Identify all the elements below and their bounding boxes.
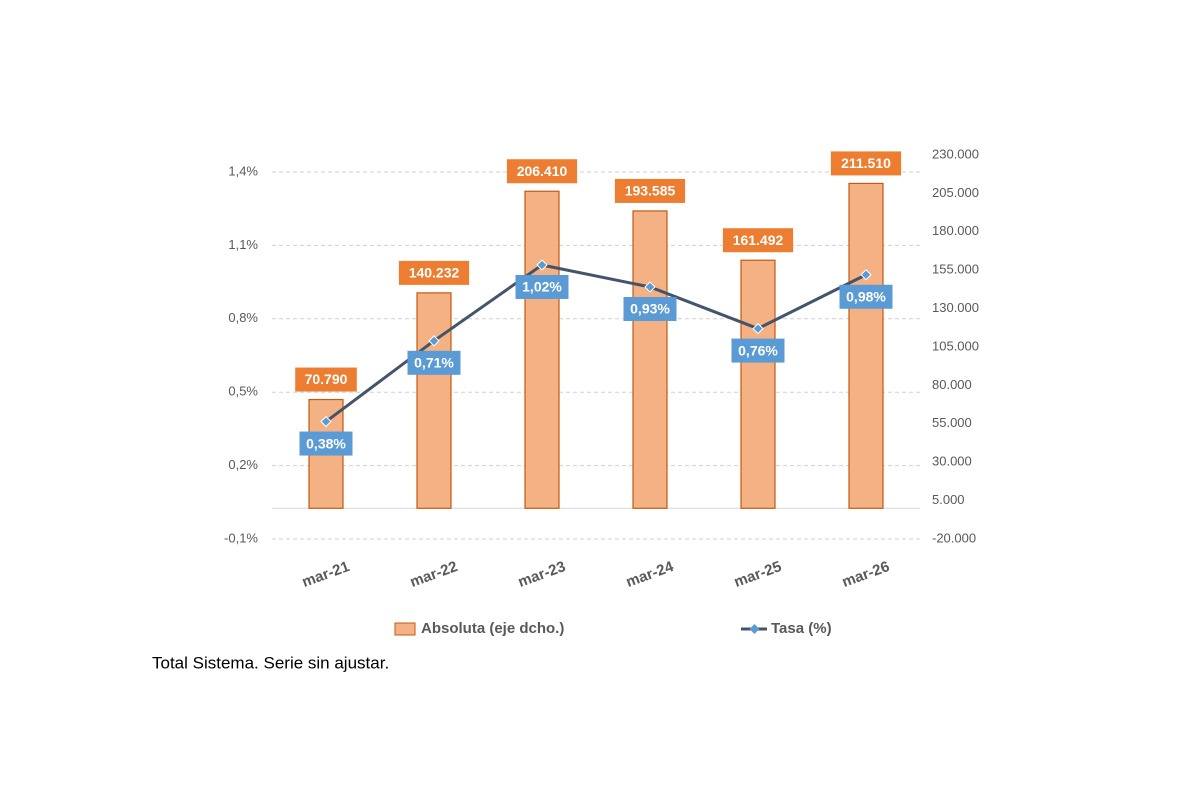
data-label-text: 206.410 xyxy=(517,163,568,179)
data-label: 0,98% xyxy=(839,284,893,309)
y2-tick-label: 180.000 xyxy=(932,223,979,238)
data-label-box xyxy=(731,338,785,363)
bar xyxy=(740,259,776,509)
y-tick-label: -0,1% xyxy=(224,530,258,545)
bar xyxy=(524,190,560,509)
y2-tick-label: 5.000 xyxy=(932,492,965,507)
data-label-text: 161.492 xyxy=(733,232,784,248)
y2-tick-label: 230.000 xyxy=(932,146,979,161)
data-label-box xyxy=(839,284,893,309)
data-label: 161.492 xyxy=(722,228,794,253)
data-label-text: 1,02% xyxy=(522,279,562,295)
y-tick-label: 0,8% xyxy=(228,310,258,325)
bar xyxy=(632,210,668,509)
y2-tick-label: 155.000 xyxy=(932,262,979,277)
data-label-text: 140.232 xyxy=(409,265,460,281)
legend-label: Tasa (%) xyxy=(771,620,832,637)
y2-tick-label: 205.000 xyxy=(932,185,979,200)
data-label-text: 0,98% xyxy=(846,288,886,304)
line xyxy=(325,263,867,423)
x-tick-label: mar-21 xyxy=(300,558,352,591)
legend-label: Absoluta (eje dcho.) xyxy=(421,620,564,637)
x-tick-label: mar-24 xyxy=(624,558,677,591)
data-label: 193.585 xyxy=(614,178,686,203)
y2-tick-label: 80.000 xyxy=(932,377,972,392)
data-label-box xyxy=(407,350,461,375)
y-tick-label: 1,4% xyxy=(228,163,258,178)
data-label: 0,38% xyxy=(299,431,353,456)
y2-tick-label: 105.000 xyxy=(932,338,979,353)
y-tick-label: 0,5% xyxy=(228,384,258,399)
data-label-text: 0,76% xyxy=(738,342,778,358)
x-tick-label: mar-23 xyxy=(516,558,568,591)
data-label-box xyxy=(506,159,578,184)
data-label-box xyxy=(614,178,686,203)
bar xyxy=(416,292,452,509)
data-label-text: 211.510 xyxy=(841,155,891,171)
y-tick-label: 0,2% xyxy=(228,457,258,472)
y2-tick-label: 55.000 xyxy=(932,415,972,430)
data-label-text: 193.585 xyxy=(625,183,676,199)
caption: Total Sistema. Serie sin ajustar. xyxy=(152,653,389,672)
data-label-text: 70.790 xyxy=(305,371,348,387)
data-label-box xyxy=(830,151,902,176)
data-label: 206.410 xyxy=(506,159,578,184)
marker xyxy=(536,259,548,271)
marker xyxy=(860,269,872,281)
y2-tick-label: -20.000 xyxy=(932,530,976,545)
x-tick-label: mar-26 xyxy=(840,558,892,591)
x-tick-label: mar-22 xyxy=(408,558,460,591)
data-label: 0,71% xyxy=(407,350,461,375)
data-label-box xyxy=(722,228,794,253)
data-label: 0,93% xyxy=(623,296,677,321)
data-label: 211.510 xyxy=(830,151,902,176)
legend-marker xyxy=(749,624,760,634)
data-label-box xyxy=(299,431,353,456)
y2-tick-label: 130.000 xyxy=(932,300,979,315)
marker xyxy=(752,322,764,335)
data-label: 140.232 xyxy=(398,260,470,285)
legend-swatch xyxy=(394,622,416,636)
y2-tick-label: 30.000 xyxy=(932,454,972,469)
data-label: 0,76% xyxy=(731,338,785,363)
marker xyxy=(428,335,440,347)
data-label-text: 0,38% xyxy=(306,435,346,451)
data-label: 70.790 xyxy=(295,367,357,392)
data-label-box xyxy=(515,274,569,299)
x-tick-label: mar-25 xyxy=(732,558,784,591)
data-label-box xyxy=(398,260,470,285)
data-label-text: 0,93% xyxy=(630,301,670,317)
data-label-text: 0,71% xyxy=(414,355,454,371)
y-tick-label: 1,1% xyxy=(228,237,258,252)
data-label: 1,02% xyxy=(515,274,569,299)
marker xyxy=(644,281,656,293)
data-label-box xyxy=(623,296,677,321)
bar xyxy=(848,182,884,509)
data-label-box xyxy=(295,367,357,392)
marker xyxy=(320,415,332,428)
